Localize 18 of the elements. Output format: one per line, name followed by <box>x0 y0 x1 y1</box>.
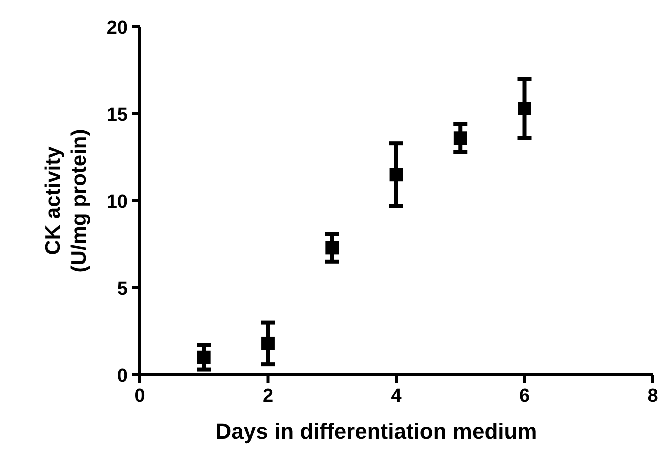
y-tick-label: 15 <box>106 105 128 126</box>
y-tick-label: 5 <box>117 279 128 300</box>
point <box>197 350 211 364</box>
x-tick-label: 0 <box>134 386 146 407</box>
point <box>518 102 532 116</box>
y-tick-label: 0 <box>117 366 128 387</box>
x-tick-label: 4 <box>391 386 402 407</box>
y-tick-label: 10 <box>106 192 128 213</box>
x-tick-label: 8 <box>648 386 658 407</box>
point <box>454 132 468 146</box>
y-axis-title: CK activity (U/mg protein) <box>42 129 91 273</box>
point <box>326 241 340 255</box>
point <box>390 168 404 182</box>
x-axis-title: Days in differentiation medium <box>216 419 538 444</box>
x-tick-label: 2 <box>262 386 274 407</box>
point <box>262 336 275 350</box>
x-tick-label: 6 <box>519 386 530 407</box>
y-tick-label: 20 <box>106 18 128 39</box>
